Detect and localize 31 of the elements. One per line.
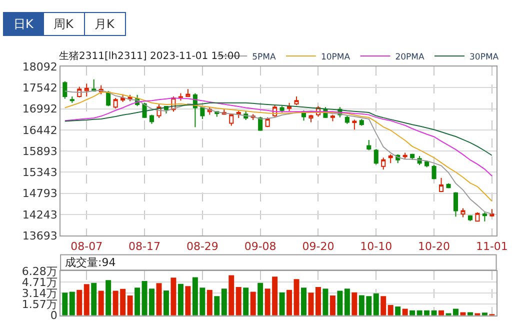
x-tick-label: 09-20: [302, 240, 334, 253]
y-tick-label: 14243: [22, 208, 58, 222]
legend-label: 10PMA: [320, 52, 350, 62]
legend-label: 20PMA: [395, 52, 425, 62]
chart-title: 生猪2311[lh2311] 2023-11-01 15:00: [59, 50, 240, 62]
y-tick-label: 6.28万: [22, 264, 58, 278]
y-tick-label: 18092: [22, 60, 58, 74]
x-tick-label: 11-01: [476, 240, 508, 253]
y-tick-label: 3.14万: [22, 287, 58, 300]
x-tick-label: 08-07: [70, 240, 103, 253]
x-tick-label: 10-20: [418, 240, 450, 253]
x-tick-label: 08-29: [186, 240, 218, 253]
y-tick-label: 17542: [22, 82, 58, 94]
x-tick-label: 08-17: [128, 240, 161, 253]
chart-title: 成交量:94: [65, 256, 116, 269]
y-tick-label: 16992: [22, 102, 58, 116]
y-tick-label: 15343: [22, 166, 58, 179]
y-tick-label: 16442: [22, 124, 58, 137]
text: 月K: [94, 17, 116, 31]
x-tick-label: 10-10: [360, 240, 392, 253]
y-tick-label: 15893: [22, 144, 58, 158]
y-tick-label: 13693: [22, 229, 58, 242]
text: 周K: [54, 17, 74, 31]
y-tick-label: 4.71万: [22, 276, 58, 289]
x-tick-label: 09-08: [244, 240, 276, 253]
y-tick-label: 0: [50, 309, 58, 322]
legend-label: 5PMA: [252, 52, 276, 62]
y-tick-label: 1.57万: [22, 298, 58, 312]
y-tick-label: 14793: [22, 187, 58, 200]
legend-label: 30PMA: [470, 52, 499, 62]
text: 日K: [14, 17, 34, 31]
